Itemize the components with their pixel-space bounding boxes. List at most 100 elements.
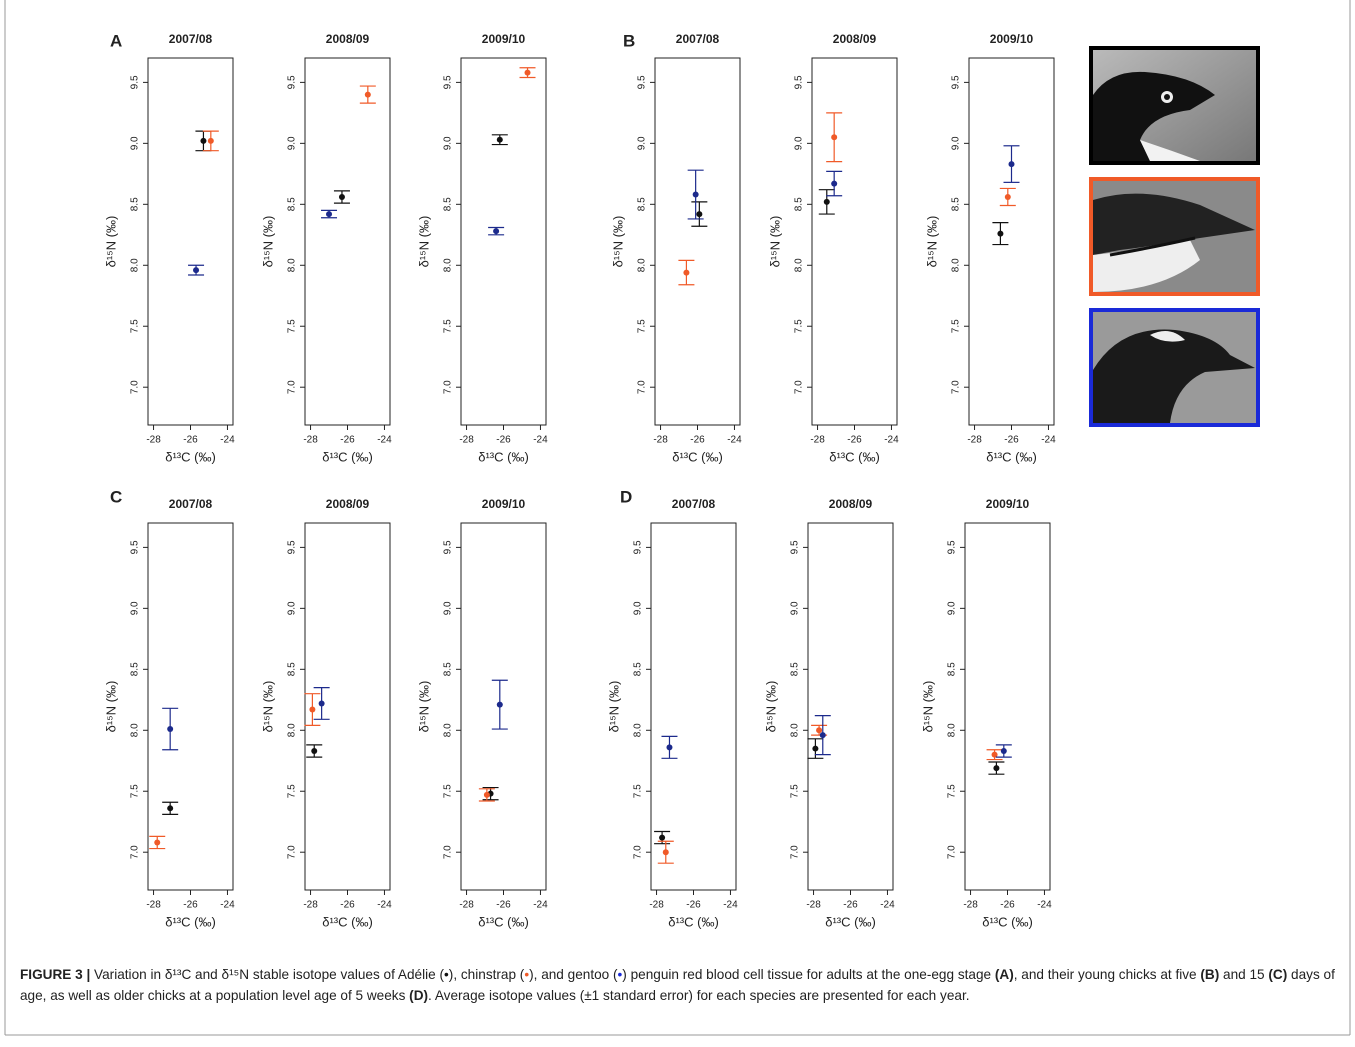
y-tick-label: 8.5 [951, 197, 962, 211]
x-axis-label: δ¹³C (‰) [829, 449, 880, 464]
point [819, 732, 826, 739]
x-tick-label: -24 [723, 900, 738, 911]
x-tick-label: -28 [146, 900, 161, 911]
y-tick-label: 8.0 [633, 723, 644, 737]
scatter-panel: 2009/10 7.0 7.5 8.0 8.5 9.0 9.5 -28 -26 -24 δ¹³C (… [416, 32, 548, 464]
y-tick-label: 8.5 [287, 197, 298, 211]
x-tick-label: -26 [1000, 900, 1015, 911]
y-tick-label: 9.5 [637, 75, 648, 89]
plot-frame [650, 522, 737, 891]
chart-title: 2007/08 [169, 32, 213, 46]
x-tick-label: -26 [1004, 435, 1019, 446]
scatter-panel: 2008/09 7.0 7.5 8.0 8.5 9.0 9.5 -28 -26 -24 δ¹³C (… [767, 32, 899, 464]
x-axis-label: δ¹³C (‰) [478, 449, 529, 464]
caption-label: FIGURE 3 | [20, 967, 91, 982]
scatter-panel: 2007/08 7.0 7.5 8.0 8.5 9.0 9.5 -28 -26 -24 δ¹³C (… [103, 32, 235, 464]
y-tick-label: 7.0 [794, 380, 805, 394]
x-axis-label: δ¹³C (‰) [165, 449, 216, 464]
point [309, 706, 316, 713]
x-axis-label: δ¹³C (‰) [322, 914, 373, 929]
y-tick-label: 8.5 [947, 662, 958, 676]
point [167, 726, 174, 733]
x-tick-label: -24 [884, 435, 899, 446]
caption-text: ), and gentoo ( [529, 967, 618, 982]
point [167, 805, 174, 812]
point [666, 744, 673, 751]
chart-title: 2009/10 [482, 32, 526, 46]
scatter-panel: 2009/10 7.0 7.5 8.0 8.5 9.0 9.5 -28 -26 -24 δ¹³C (… [924, 32, 1056, 464]
point [318, 700, 325, 707]
y-axis-label: δ¹⁵N (‰) [767, 216, 782, 268]
point [1008, 161, 1015, 168]
photo-adelie [1089, 46, 1260, 165]
y-tick-label: 8.0 [130, 723, 141, 737]
caption-symbol: • [617, 967, 623, 982]
y-tick-label: 9.0 [633, 601, 644, 615]
x-tick-label: -24 [377, 435, 392, 446]
y-axis-label: δ¹⁵N (‰) [260, 681, 275, 733]
y-tick-label: 9.5 [794, 75, 805, 89]
y-tick-label: 9.0 [443, 601, 454, 615]
x-tick-label: -24 [880, 900, 895, 911]
point [683, 269, 690, 276]
point [496, 136, 503, 143]
y-tick-label: 8.5 [794, 197, 805, 211]
x-tick-label: -24 [533, 435, 548, 446]
y-tick-label: 9.5 [790, 540, 801, 554]
y-tick-label: 7.0 [951, 380, 962, 394]
caption-text: days of age, as well as older chicks at … [20, 967, 1335, 1003]
point [831, 134, 838, 141]
plot-frame [964, 522, 1051, 891]
x-tick-label: -24 [1041, 435, 1056, 446]
x-tick-label: -28 [459, 435, 474, 446]
y-tick-label: 8.0 [637, 258, 648, 272]
x-tick-label: -28 [810, 435, 825, 446]
x-tick-label: -24 [1037, 900, 1052, 911]
y-tick-label: 7.5 [790, 784, 801, 798]
x-tick-label: -26 [340, 900, 355, 911]
y-axis-label: δ¹⁵N (‰) [606, 681, 621, 733]
y-tick-label: 7.5 [130, 784, 141, 798]
caption-text: ), chinstrap ( [448, 967, 525, 982]
y-tick-label: 7.0 [947, 845, 958, 859]
x-tick-label: -28 [806, 900, 821, 911]
y-tick-label: 8.0 [287, 258, 298, 272]
x-tick-label: -28 [967, 435, 982, 446]
caption-text: , and their young chicks at five [1013, 967, 1201, 982]
point [311, 748, 318, 755]
chart-title: 2008/09 [326, 32, 370, 46]
y-tick-label: 9.0 [287, 136, 298, 150]
x-tick-label: -28 [649, 900, 664, 911]
y-axis-label: δ¹⁵N (‰) [260, 216, 275, 268]
y-tick-label: 7.5 [947, 784, 958, 798]
panel-letter: C [110, 487, 122, 506]
caption-ref: (A) [994, 967, 1014, 982]
x-tick-label: -24 [377, 900, 392, 911]
plot-frame [811, 57, 898, 426]
y-tick-label: 7.5 [443, 319, 454, 333]
chart-title: 2007/08 [169, 497, 213, 511]
x-tick-label: -28 [146, 435, 161, 446]
y-tick-label: 8.5 [633, 662, 644, 676]
x-tick-label: -26 [340, 435, 355, 446]
point [338, 193, 345, 200]
point [662, 849, 669, 856]
y-tick-label: 8.0 [443, 723, 454, 737]
y-tick-label: 9.5 [443, 540, 454, 554]
y-tick-label: 9.0 [790, 601, 801, 615]
y-axis-label: δ¹⁵N (‰) [416, 216, 431, 268]
x-tick-label: -24 [533, 900, 548, 911]
panel-letter: D [620, 487, 632, 506]
y-tick-label: 8.0 [287, 723, 298, 737]
x-axis-label: δ¹³C (‰) [668, 914, 719, 929]
x-axis-label: δ¹³C (‰) [672, 449, 723, 464]
y-tick-label: 8.5 [287, 662, 298, 676]
x-tick-label: -26 [686, 900, 701, 911]
scatter-panel: 2007/08 7.0 7.5 8.0 8.5 9.0 9.5 -28 -26 -24 δ¹³C (… [103, 497, 235, 929]
x-tick-label: -26 [183, 900, 198, 911]
y-tick-label: 9.5 [287, 75, 298, 89]
x-axis-label: δ¹³C (‰) [825, 914, 876, 929]
photo-gentoo [1089, 308, 1260, 427]
